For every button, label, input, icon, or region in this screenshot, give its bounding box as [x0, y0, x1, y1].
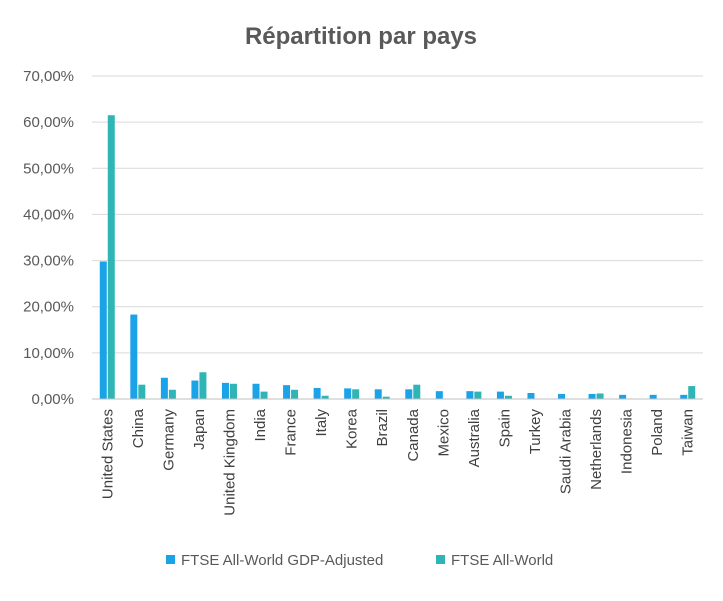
bar-series-1 [496, 391, 504, 399]
bar-series-1 [619, 394, 627, 399]
y-tick-label: 60,00% [23, 114, 74, 131]
bar-series-2 [688, 386, 696, 399]
bar-series-1 [374, 389, 382, 399]
x-category-label: Italy [313, 409, 330, 437]
chart-title: Répartition par pays [245, 23, 477, 50]
y-tick-label: 0,00% [31, 391, 74, 408]
x-category-label: Poland [649, 409, 666, 456]
x-category-label: Korea [344, 408, 361, 449]
y-tick-label: 30,00% [23, 253, 74, 270]
x-category-label: France [283, 409, 300, 456]
y-tick-label: 20,00% [23, 299, 74, 316]
x-category-label: Mexico [435, 409, 452, 457]
x-category-label: United Kingdom [221, 409, 238, 516]
legend: FTSE All-World GDP-Adjusted FTSE All-Worl… [166, 552, 553, 569]
bar-series-2 [138, 384, 146, 399]
bar-series-1 [466, 391, 474, 399]
x-category-label: Indonesia [619, 408, 636, 474]
bar-series-2 [291, 389, 299, 399]
legend-swatch [436, 555, 445, 564]
bar-series-2 [168, 389, 176, 399]
x-category-label: Japan [191, 409, 208, 450]
bar-series-2 [596, 393, 604, 399]
x-category-label: Turkey [527, 409, 544, 455]
bar-series-2 [382, 396, 390, 399]
x-category-label: Netherlands [588, 409, 605, 490]
x-category-label: Germany [160, 409, 177, 471]
y-tick-label: 40,00% [23, 206, 74, 223]
y-tick-label: 70,00% [23, 68, 74, 85]
bar-series-1 [252, 383, 260, 399]
x-category-label: United States [99, 409, 116, 499]
y-tick-label: 10,00% [23, 345, 74, 362]
bar-series-2 [504, 395, 512, 399]
bar-series-2 [474, 391, 482, 399]
y-axis-ticks: 0,00% 10,00% 20,00% 30,00% 40,00% 50,00% 60,00… [23, 68, 74, 408]
bar-series-2 [199, 372, 207, 399]
x-category-label: Australia [466, 408, 483, 467]
x-category-label: Saudi Arabia [558, 408, 575, 494]
bar-series-1 [558, 393, 566, 399]
bar-series-2 [413, 384, 421, 399]
x-category-label: Taiwan [680, 409, 697, 456]
bar-series-1 [344, 388, 352, 399]
bar-series-1 [435, 391, 443, 399]
bar-series-2 [107, 115, 115, 399]
x-axis-categories: United States China Germany Japan United Kin… [99, 408, 696, 515]
bar-series-1 [221, 382, 229, 399]
bar-series-1 [680, 394, 688, 399]
bar-series-1 [191, 380, 199, 399]
x-category-label: Brazil [374, 409, 391, 447]
x-category-label: China [130, 408, 147, 448]
bar-series-1 [588, 393, 596, 399]
bar-series-2 [352, 389, 360, 399]
bar-series-1 [649, 394, 657, 399]
bar-series-1 [160, 377, 168, 399]
legend-label: FTSE All-World GDP-Adjusted [181, 552, 383, 569]
x-category-label: Spain [496, 409, 513, 447]
legend-swatch [166, 555, 175, 564]
bar-series-2 [321, 395, 329, 399]
bar-series-1 [313, 387, 321, 399]
bar-series-1 [283, 385, 291, 399]
y-tick-label: 50,00% [23, 160, 74, 177]
gridlines [92, 75, 703, 354]
bar-series-1 [527, 393, 535, 399]
legend-label: FTSE All-World [451, 552, 553, 569]
bar-series-2 [260, 391, 268, 399]
x-category-label: Canada [405, 408, 422, 461]
bars [99, 115, 696, 399]
bar-series-2 [229, 383, 237, 399]
x-category-label: India [252, 408, 269, 441]
bar-series-1 [130, 314, 138, 399]
bar-series-1 [405, 389, 413, 399]
bar-series-1 [99, 261, 107, 399]
